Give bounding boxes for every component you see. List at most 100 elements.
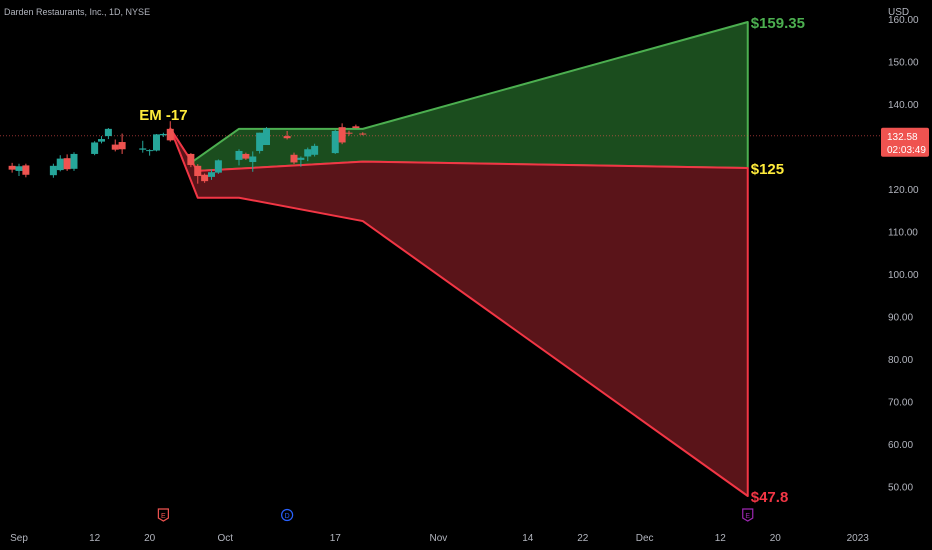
y-tick-label: 160.00	[888, 15, 919, 26]
candle-body	[235, 150, 243, 160]
candle-body	[91, 142, 99, 154]
candle[interactable]	[283, 130, 291, 140]
candle[interactable]	[263, 127, 270, 146]
candle-body	[139, 148, 147, 150]
candle-body	[304, 149, 312, 157]
candle-body	[256, 132, 264, 151]
candle-body	[194, 165, 202, 177]
candle[interactable]	[118, 133, 126, 154]
annotation-label: $159.35	[751, 15, 805, 32]
candle[interactable]	[49, 163, 57, 178]
candle-body	[359, 133, 367, 135]
chart-title: Darden Restaurants, Inc., 1D, NYSE	[4, 7, 150, 17]
candle[interactable]	[201, 173, 209, 183]
candle[interactable]	[208, 169, 215, 180]
candle[interactable]	[159, 132, 167, 137]
x-tick-label: Nov	[429, 533, 447, 544]
lower-expected-move-zone	[169, 127, 749, 497]
x-tick-label: 12	[89, 533, 101, 544]
candle-body	[98, 139, 105, 142]
time-axis[interactable]: Sep 12 20 Oct 17 Nov 14 22 Dec 12 20 2023	[10, 533, 869, 544]
y-tick-label: 150.00	[888, 58, 919, 69]
candle[interactable]	[111, 139, 119, 152]
candle[interactable]	[214, 159, 222, 174]
currency-label: USD	[888, 7, 909, 18]
x-tick-label: 12	[715, 533, 727, 544]
candle-body	[214, 160, 222, 173]
candle-body	[311, 145, 319, 155]
candle[interactable]	[15, 163, 23, 177]
candle-body	[8, 165, 16, 170]
candle[interactable]	[338, 123, 346, 145]
candle[interactable]	[352, 124, 360, 129]
candle[interactable]	[290, 152, 298, 165]
candle[interactable]	[153, 133, 160, 152]
candle[interactable]	[139, 140, 147, 153]
earnings-icon	[157, 508, 169, 522]
candle-body	[201, 174, 209, 182]
event-marker[interactable]: D	[281, 508, 294, 522]
y-tick-label: 110.00	[888, 228, 918, 239]
x-tick-label: Sep	[10, 533, 28, 544]
candle-body	[111, 144, 119, 150]
candle-body	[70, 153, 78, 169]
candle-body	[15, 166, 23, 171]
candle-body	[290, 154, 298, 163]
candle[interactable]	[311, 143, 319, 157]
event-marker[interactable]: E	[742, 508, 754, 522]
event-marker-label: D	[285, 513, 290, 520]
candle-body	[63, 158, 71, 170]
candle[interactable]	[91, 141, 99, 156]
x-tick-label: 17	[330, 533, 342, 544]
candle[interactable]	[70, 152, 78, 171]
candle[interactable]	[249, 151, 257, 172]
candle[interactable]	[304, 147, 312, 162]
candle[interactable]	[63, 154, 71, 171]
price-tag-background	[881, 127, 929, 157]
candle[interactable]	[297, 156, 305, 167]
candle-body	[166, 128, 174, 141]
candle[interactable]	[235, 149, 243, 166]
y-tick-label: 50.00	[888, 483, 913, 494]
event-marker-label: E	[161, 513, 166, 520]
candle[interactable]	[256, 132, 264, 154]
candle-body	[331, 130, 339, 154]
candle[interactable]	[345, 130, 353, 136]
price-tag-value: 132.58	[887, 132, 918, 143]
last-price-tag: 132.58 02:03:49	[881, 127, 929, 157]
candle-body	[249, 156, 257, 163]
x-tick-label: 14	[522, 533, 534, 544]
candle[interactable]	[8, 162, 16, 173]
candle[interactable]	[104, 128, 112, 140]
candle[interactable]	[146, 149, 154, 156]
upper-expected-move-zone	[189, 21, 749, 172]
x-tick-label: Oct	[217, 533, 233, 544]
candle[interactable]	[22, 163, 30, 178]
earnings-icon	[742, 508, 754, 522]
candle[interactable]	[98, 136, 105, 144]
candle[interactable]	[242, 152, 250, 160]
candle[interactable]	[56, 155, 64, 172]
candle-body	[338, 127, 346, 143]
dividend-icon	[281, 508, 294, 522]
candle[interactable]	[194, 164, 202, 184]
candle-body	[153, 134, 160, 151]
lower-zone-area	[169, 127, 749, 497]
y-tick-label: 60.00	[888, 440, 913, 451]
candle[interactable]	[359, 132, 367, 136]
candle[interactable]	[187, 153, 195, 168]
candle-body	[297, 157, 305, 160]
event-marker[interactable]: E	[157, 508, 169, 522]
candle-body	[118, 142, 126, 150]
candle[interactable]	[166, 121, 174, 142]
candle-body	[56, 158, 64, 171]
annotation-labels: EM -17 $159.35 $125 $47.8	[139, 15, 805, 506]
candle-body	[242, 153, 250, 159]
candlestick-series[interactable]	[8, 121, 367, 184]
candle-body	[49, 165, 57, 176]
candle[interactable]	[331, 129, 339, 154]
candle-body	[263, 128, 270, 146]
price-axis[interactable]: 50.00 60.00 70.00 80.00 90.00 100.00 110.00 120…	[888, 15, 919, 493]
